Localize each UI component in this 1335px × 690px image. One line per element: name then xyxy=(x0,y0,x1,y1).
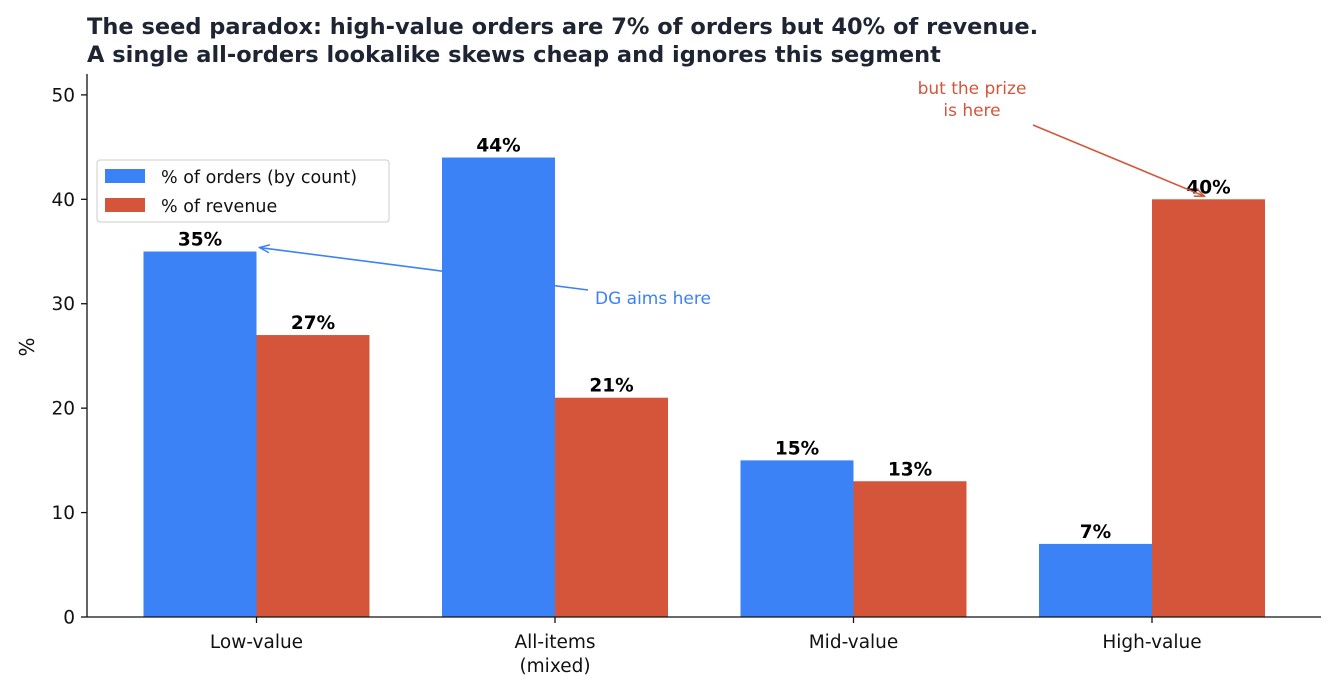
bar-of-revenue-mid-value xyxy=(853,481,967,617)
legend: % of orders (by count) % of revenue xyxy=(96,159,390,223)
x-tick-label-low-value: Low-value xyxy=(210,632,303,653)
data-label-of-revenue-low-value: 27% xyxy=(291,313,335,334)
bar-of-revenue-low-value xyxy=(256,335,370,617)
y-tick-label: 30 xyxy=(51,294,75,315)
x-axis-ticks: Low-value All-items (mixed) Mid-value High-v… xyxy=(210,617,1202,677)
bar-of-orders-by-count-all-items-mixed xyxy=(442,157,555,618)
annotation-arrow-blue xyxy=(260,248,589,291)
bar-of-orders-by-count-high-value xyxy=(1039,543,1152,617)
bar-of-orders-by-count-low-value xyxy=(143,251,257,617)
y-tick-label: 0 xyxy=(63,608,75,629)
annotation-dg-aims-here: DG aims here xyxy=(260,248,711,309)
legend-swatch-revenue xyxy=(105,198,145,212)
annotation-text-prize-is-here: but the prize is here xyxy=(918,79,1027,121)
bar-of-revenue-all-items-mixed xyxy=(555,397,668,617)
data-label-of-revenue-mid-value: 13% xyxy=(888,459,932,480)
y-tick-label: 40 xyxy=(51,190,75,211)
data-label-of-orders-by-count-low-value: 35% xyxy=(178,230,222,251)
chart-title-line-2: A single all-orders lookalike skews chea… xyxy=(87,42,941,68)
annotation-arrow-red xyxy=(1032,124,1205,196)
legend-label-orders: % of orders (by count) xyxy=(161,168,357,188)
data-label-of-orders-by-count-mid-value: 15% xyxy=(775,438,819,459)
y-axis-label: % xyxy=(15,337,39,356)
bar-of-revenue-high-value xyxy=(1152,199,1265,618)
legend-swatch-orders xyxy=(105,169,145,183)
data-label-of-orders-by-count-all-items-mixed: 44% xyxy=(476,136,520,157)
data-label-of-revenue-high-value: 40% xyxy=(1186,177,1230,198)
annotation-text-dg-aims-here: DG aims here xyxy=(595,289,711,309)
annotation-prize-is-here: but the prize is here xyxy=(918,79,1205,196)
chart-title-line-1: The seed paradox: high-value orders are … xyxy=(87,14,1038,40)
y-tick-label: 10 xyxy=(51,503,75,524)
legend-frame xyxy=(96,159,390,223)
bars-group xyxy=(143,157,1265,618)
legend-label-revenue: % of revenue xyxy=(161,197,277,217)
y-axis-ticks: 0 10 20 30 40 50 xyxy=(51,85,87,629)
bar-of-orders-by-count-mid-value xyxy=(740,460,854,617)
data-label-of-orders-by-count-high-value: 7% xyxy=(1080,522,1111,543)
y-tick-label: 20 xyxy=(51,399,75,420)
y-tick-label: 50 xyxy=(51,85,75,106)
x-tick-label-high-value: High-value xyxy=(1102,632,1201,653)
x-tick-label-all-items-mixed: All-items (mixed) xyxy=(514,632,595,677)
x-tick-label-mid-value: Mid-value xyxy=(809,632,899,653)
data-label-of-revenue-all-items-mixed: 21% xyxy=(589,376,633,397)
